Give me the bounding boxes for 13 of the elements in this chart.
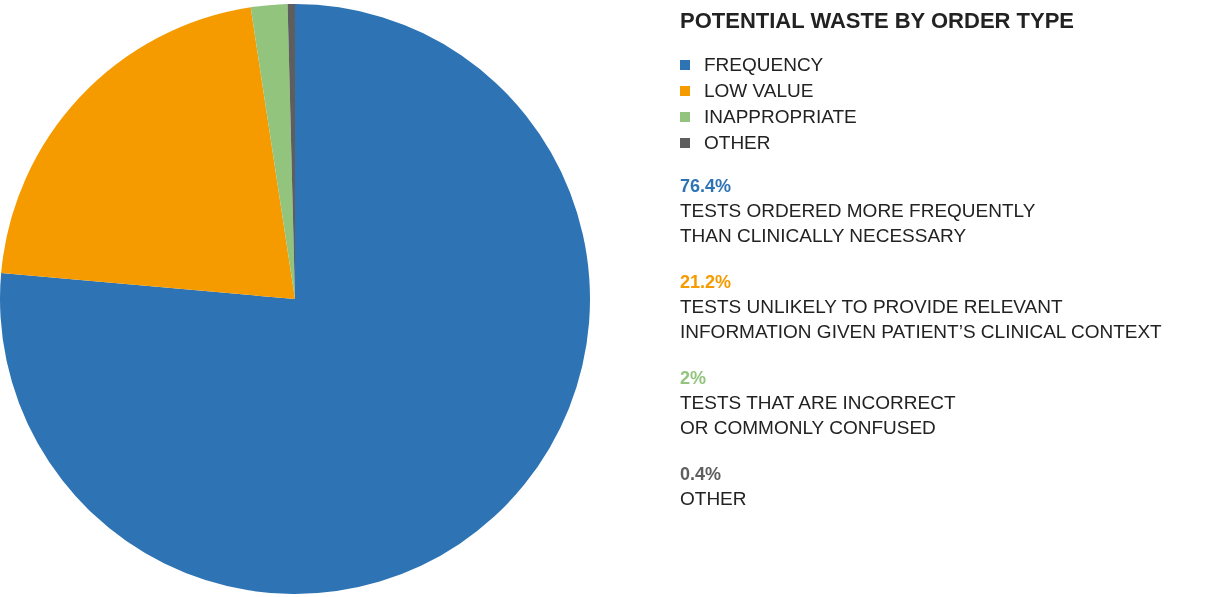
- text: TESTS UNLIKELY TO PROVIDE RELEVANT INFORMATION GIVEN PATIENT’S CLINICAL CONTEXT: [680, 295, 1162, 344]
- legend-label: LOW VALUE: [704, 79, 814, 103]
- text: TESTS THAT ARE INCORRECT OR COMMONLY CONFUSED: [680, 391, 957, 440]
- legend-label: INAPPROPRIATE: [704, 105, 857, 129]
- text: 0.4%: [680, 463, 723, 486]
- legend-label: OTHER: [704, 131, 771, 155]
- text: OTHER: [680, 487, 748, 511]
- text: 21.2%: [680, 271, 733, 294]
- chart-title: POTENTIAL WASTE BY ORDER TYPE: [680, 8, 1075, 34]
- text: 2%: [680, 367, 707, 390]
- legend-label: FREQUENCY: [704, 53, 824, 77]
- text: 76.4%: [680, 175, 733, 198]
- text: TESTS ORDERED MORE FREQUENTLY THAN CLINICALLY NECESSARY: [680, 199, 1037, 248]
